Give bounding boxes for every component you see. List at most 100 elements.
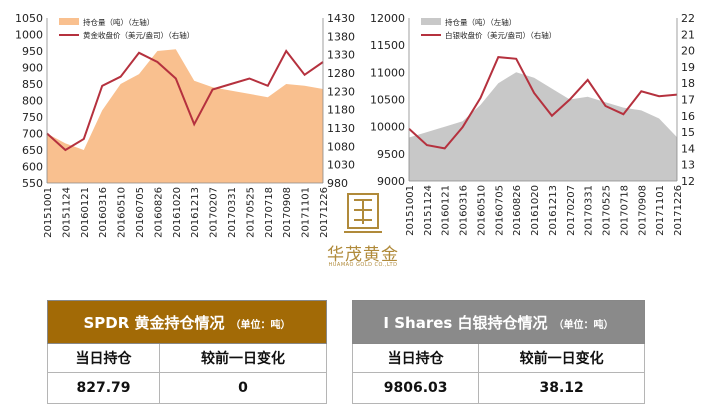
gold-date-tick-label: 20170718	[264, 187, 275, 238]
gold-date-tick-label: 20160826	[153, 187, 164, 238]
gold-change-value: 0	[158, 372, 328, 404]
gold-date-tick-label: 20160316	[98, 187, 109, 238]
gold-legend-label: 黄金收盘价（美元/盎司）（右轴）	[83, 30, 194, 40]
gold-left-tick-label: 1050	[15, 12, 43, 25]
silver-right-tick-label: 21	[681, 28, 695, 41]
gold-date-tick-label: 20170525	[245, 187, 256, 238]
silver-date-tick-label: 20160826	[512, 185, 523, 236]
silver-right-tick-label: 16	[681, 110, 695, 123]
silver-col-holding: 当日持仓	[351, 343, 480, 373]
gold-left-tick-label: 550	[22, 177, 43, 190]
gold-right-tick-label: 1030	[327, 159, 355, 172]
gold-price-line	[46, 49, 324, 152]
gold-right-tick-label: 1180	[327, 104, 355, 117]
silver-chart: 1200011500110001050010000950090002221201…	[370, 12, 695, 236]
gold-right-tick-label: 1330	[327, 49, 355, 62]
silver-holdings-area	[409, 72, 677, 181]
gold-right-tick-label: 1130	[327, 122, 355, 135]
gold-date-tick-label: 20161020	[172, 187, 183, 238]
charts-canvas: 1050 1000 950 900 850 800 750 700 650 600 550 1430 1…	[15, 12, 695, 238]
gold-left-tick-label: 700	[22, 128, 43, 141]
silver-date-tick-label: 20151001	[405, 185, 416, 236]
gold-right-tick-label: 1280	[327, 67, 355, 80]
gold-right-tick-label: 1380	[327, 30, 355, 43]
gold-date-tick-label: 20160705	[135, 187, 146, 238]
silver-right-tick-label: 18	[681, 77, 695, 90]
silver-date-tick-label: 20160316	[459, 185, 470, 236]
silver-date-tick-label: 20160705	[494, 185, 505, 236]
gold-right-tick-label: 1430	[327, 12, 355, 25]
gold-left-tick-label: 1000	[15, 29, 43, 42]
gold-date-tick-label: 20151124	[61, 187, 72, 238]
gold-table-title: SPDR 黄金持仓情况	[83, 313, 225, 332]
gold-col-change: 较前一日变化	[158, 343, 328, 373]
gold-date-tick-label: 20170331	[227, 187, 238, 238]
silver-left-tick-label: 10500	[370, 94, 405, 107]
gold-date-tick-label: 20171226	[319, 187, 330, 238]
gold-date-tick-label: 20170908	[282, 187, 293, 238]
silver-legend-label: 白银收盘价（美元/盎司）（右轴）	[445, 30, 556, 40]
silver-legend-swatch-area	[421, 18, 441, 25]
gold-legend-label: 持仓量（吨）（左轴）	[83, 17, 154, 27]
gold-date-tick-label: 20170207	[209, 187, 220, 238]
gold-table-unit: （单位：吨）	[230, 319, 291, 331]
silver-legend-label: 持仓量（吨）（左轴）	[445, 17, 516, 27]
silver-right-tick-label: 12	[681, 175, 695, 188]
silver-left-tick-label: 9500	[377, 148, 405, 161]
silver-table-header: I Shares 白银持仓情况 （单位：吨）	[352, 300, 645, 344]
gold-left-tick-label: 800	[22, 95, 43, 108]
gold-left-tick-label: 950	[22, 45, 43, 58]
gold-date-tick-label: 20160510	[117, 187, 128, 238]
gold-right-tick-label: 980	[327, 177, 348, 190]
silver-date-tick-label: 20161213	[548, 185, 559, 236]
silver-right-tick-label: 14	[681, 142, 695, 155]
silver-date-tick-label: 20170525	[602, 185, 613, 236]
gold-holdings-area	[47, 49, 323, 183]
silver-holding-value: 9806.03	[351, 372, 480, 404]
gold-left-tick-label: 750	[22, 111, 43, 124]
silver-right-tick-label: 19	[681, 61, 695, 74]
gold-date-tick-label: 20151001	[43, 187, 54, 238]
gold-table-header: SPDR 黄金持仓情况 （单位：吨）	[47, 300, 327, 344]
silver-table-title: I Shares 白银持仓情况	[383, 313, 548, 332]
silver-table-unit: （单位：吨）	[553, 319, 614, 331]
logo-emblem-icon	[344, 193, 382, 233]
gold-left-tick-label: 850	[22, 78, 43, 91]
silver-left-tick-label: 9000	[377, 175, 405, 188]
silver-date-tick-label: 20170207	[566, 185, 577, 236]
gold-holdings-table: SPDR 黄金持仓情况 （单位：吨） 当日持仓 较前一日变化 827.79 0	[47, 300, 328, 404]
silver-date-tick-label: 20160510	[476, 185, 487, 236]
gold-col-holding: 当日持仓	[47, 343, 160, 373]
silver-price-line	[408, 56, 678, 150]
logo-name: 华茂黄金	[327, 245, 399, 265]
silver-left-tick-label: 12000	[370, 12, 405, 25]
silver-date-tick-label: 20151124	[423, 185, 434, 236]
silver-col-change: 较前一日变化	[478, 343, 645, 373]
silver-left-tick-label: 11500	[370, 39, 405, 52]
silver-date-tick-label: 20171226	[673, 185, 684, 236]
silver-date-tick-label: 20170908	[637, 185, 648, 236]
silver-date-tick-label: 20171101	[655, 185, 666, 236]
silver-date-tick-label: 20161020	[530, 185, 541, 236]
silver-left-tick-label: 11000	[370, 66, 405, 79]
silver-right-tick-label: 20	[681, 45, 695, 58]
silver-right-tick-label: 17	[681, 94, 695, 107]
gold-left-tick-label: 900	[22, 62, 43, 75]
gold-date-tick-label: 20161213	[190, 187, 201, 238]
silver-date-tick-label: 20170718	[619, 185, 630, 236]
silver-change-value: 38.12	[478, 372, 645, 404]
gold-date-tick-label: 20171101	[301, 187, 312, 238]
gold-right-tick-label: 1230	[327, 85, 355, 98]
silver-date-tick-label: 20170331	[584, 185, 595, 236]
gold-legend-swatch-area	[59, 18, 79, 25]
gold-left-tick-label: 650	[22, 144, 43, 157]
gold-chart: 1050 1000 950 900 850 800 750 700 650 600 550 1430 1…	[15, 12, 355, 238]
gold-holding-value: 827.79	[47, 372, 160, 404]
silver-right-tick-label: 13	[681, 159, 695, 172]
gold-right-tick-label: 1080	[327, 140, 355, 153]
gold-date-tick-label: 20160121	[80, 187, 91, 238]
gold-left-tick-label: 600	[22, 161, 43, 174]
company-logo	[318, 186, 408, 272]
silver-date-tick-label: 20160121	[441, 185, 452, 236]
silver-left-tick-label: 10000	[370, 121, 405, 134]
